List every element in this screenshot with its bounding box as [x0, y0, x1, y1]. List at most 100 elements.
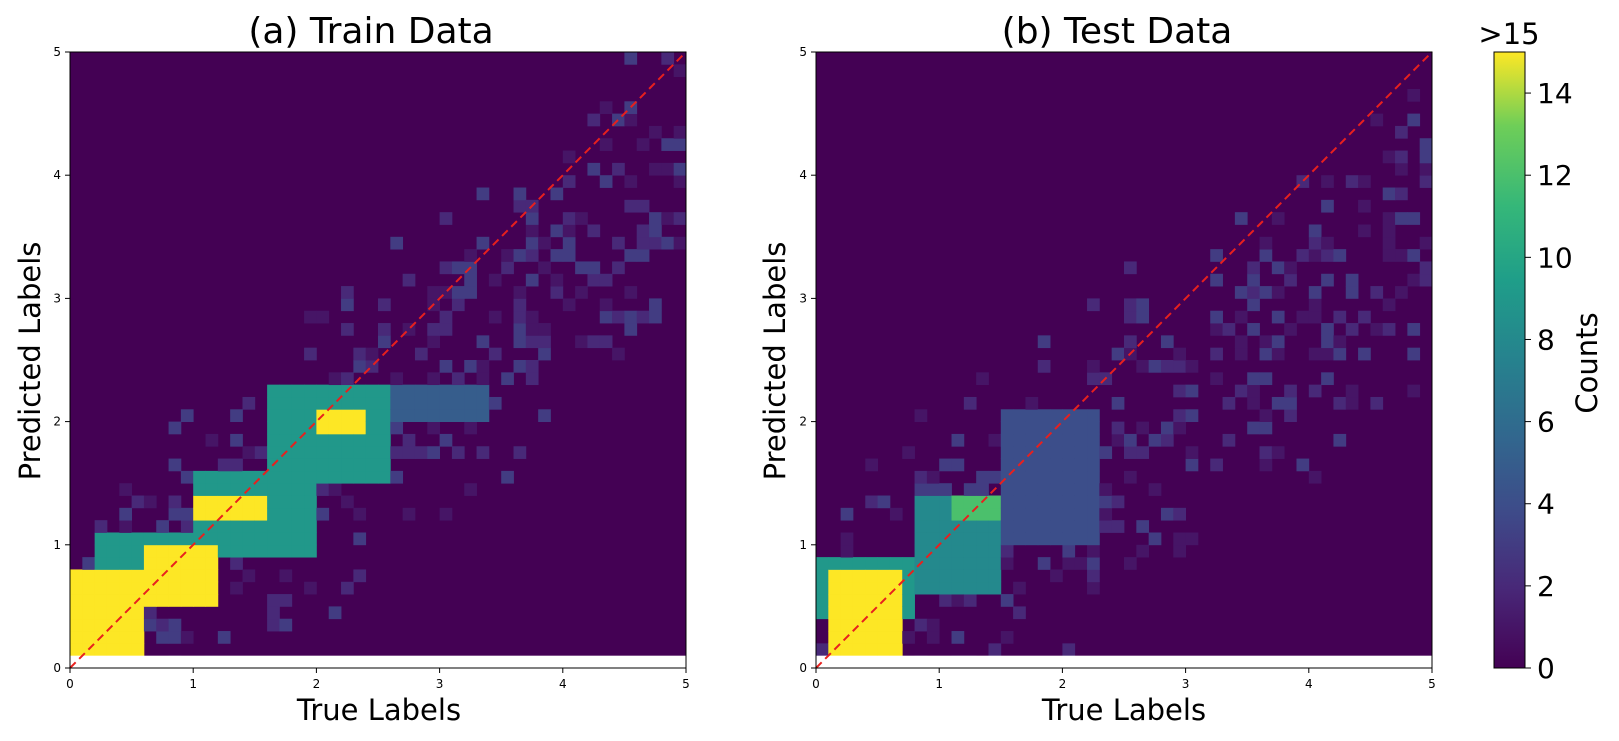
heatmap-cell — [840, 618, 854, 632]
heatmap-cell — [365, 446, 379, 459]
heatmap-cell — [1382, 212, 1396, 225]
heatmap-cell — [439, 409, 453, 422]
heatmap-cell — [119, 483, 132, 496]
heatmap-cell — [828, 581, 842, 595]
heatmap-cell — [1395, 150, 1408, 164]
heatmap-cell — [988, 495, 1002, 509]
heatmap-cell — [1247, 298, 1260, 312]
y-tick-label: 5 — [799, 45, 807, 59]
heatmap-cell — [1247, 273, 1260, 287]
heatmap-cell — [976, 544, 989, 558]
heatmap-cell — [1062, 544, 1076, 558]
heatmap-cell — [852, 557, 866, 570]
heatmap-cell — [1037, 532, 1051, 546]
heatmap-cell — [976, 569, 989, 583]
heatmap-cell — [1222, 433, 1236, 447]
x-tick-label: 2 — [313, 677, 321, 691]
heatmap-cell — [1395, 212, 1408, 225]
heatmap-cell — [82, 631, 96, 644]
heatmap-cell — [840, 606, 854, 620]
heatmap-cell — [1419, 175, 1433, 188]
heatmap-cell — [939, 483, 952, 496]
heatmap-cell — [279, 396, 293, 410]
heatmap-cell — [1111, 495, 1125, 509]
heatmap-cell — [451, 446, 465, 459]
heatmap-cell — [1087, 532, 1100, 546]
heatmap-cell — [119, 569, 132, 583]
heatmap-cell — [242, 470, 256, 484]
heatmap-cell — [476, 236, 490, 250]
heatmap-cell — [1284, 273, 1297, 287]
heatmap-cell — [94, 520, 108, 533]
heatmap-cell — [914, 470, 928, 484]
heatmap-cell — [1259, 335, 1273, 349]
colorbar-tick-label: 6 — [1537, 406, 1555, 439]
heatmap-cell — [451, 396, 465, 410]
heatmap-cell — [1136, 298, 1150, 312]
heatmap-cell — [70, 606, 83, 620]
heatmap-cell — [106, 532, 120, 546]
heatmap-cell — [316, 433, 330, 447]
heatmap-cell — [914, 618, 928, 632]
heatmap-cell — [1013, 483, 1026, 496]
heatmap-cell — [599, 101, 613, 114]
heatmap-cell — [267, 594, 280, 607]
heatmap-cell — [828, 631, 842, 644]
heatmap-cell — [1284, 384, 1297, 398]
heatmap-cell — [230, 409, 243, 422]
heatmap-cell — [1087, 520, 1100, 533]
heatmap-cell — [587, 113, 601, 127]
heatmap-cell — [1025, 421, 1039, 435]
heatmap-cell — [353, 458, 367, 472]
heatmap-cell — [451, 286, 465, 299]
heatmap-cell — [476, 446, 490, 459]
heatmap-cell — [304, 507, 317, 521]
heatmap-cell — [1074, 458, 1088, 472]
heatmap-cell — [439, 310, 453, 324]
heatmap-cell — [291, 384, 305, 398]
heatmap-cell — [439, 360, 453, 373]
heatmap-cell — [914, 495, 928, 509]
heatmap-cell — [70, 643, 83, 657]
heatmap-cell — [82, 606, 96, 620]
heatmap-cell — [1358, 310, 1371, 324]
heatmap-cell — [1259, 347, 1273, 361]
heatmap-cell — [439, 396, 453, 410]
heatmap-cell — [304, 483, 317, 496]
heatmap-cell — [902, 606, 915, 620]
heatmap-cell — [1259, 446, 1273, 459]
heatmap-cell — [963, 557, 977, 570]
heatmap-cell — [439, 323, 453, 336]
heatmap-cell — [976, 532, 989, 546]
heatmap-cell — [267, 532, 280, 546]
heatmap-cell — [926, 631, 940, 644]
heatmap-cell — [304, 446, 317, 459]
heatmap-cell — [988, 433, 1002, 447]
heatmap-cell — [1419, 261, 1433, 275]
heatmap-cell — [119, 581, 132, 595]
heatmap-cell — [378, 298, 391, 312]
heatmap-cell — [914, 569, 928, 583]
heatmap-cell — [427, 446, 440, 459]
heatmap-cell — [1087, 470, 1100, 484]
heatmap-cell — [304, 458, 317, 472]
heatmap-cell — [575, 212, 588, 225]
heatmap-cell — [254, 446, 268, 459]
heatmap-cell — [1013, 606, 1026, 620]
heatmap-cell — [365, 347, 379, 361]
heatmap-cell — [279, 421, 293, 435]
heatmap-cell — [661, 236, 675, 250]
heatmap-cell — [926, 557, 940, 570]
heatmap-cell — [550, 187, 564, 201]
heatmap-cell — [205, 569, 219, 583]
heatmap-cell — [427, 409, 440, 422]
heatmap-cell — [328, 433, 342, 447]
heatmap-cell — [279, 618, 293, 632]
heatmap-cell — [852, 594, 866, 607]
heatmap-cell — [353, 569, 367, 583]
y-tick-label: 0 — [53, 661, 61, 675]
heatmap-cell — [587, 224, 601, 238]
heatmap-cell — [1321, 236, 1334, 250]
heatmap-cell — [612, 310, 625, 324]
heatmap-cell — [939, 557, 952, 570]
